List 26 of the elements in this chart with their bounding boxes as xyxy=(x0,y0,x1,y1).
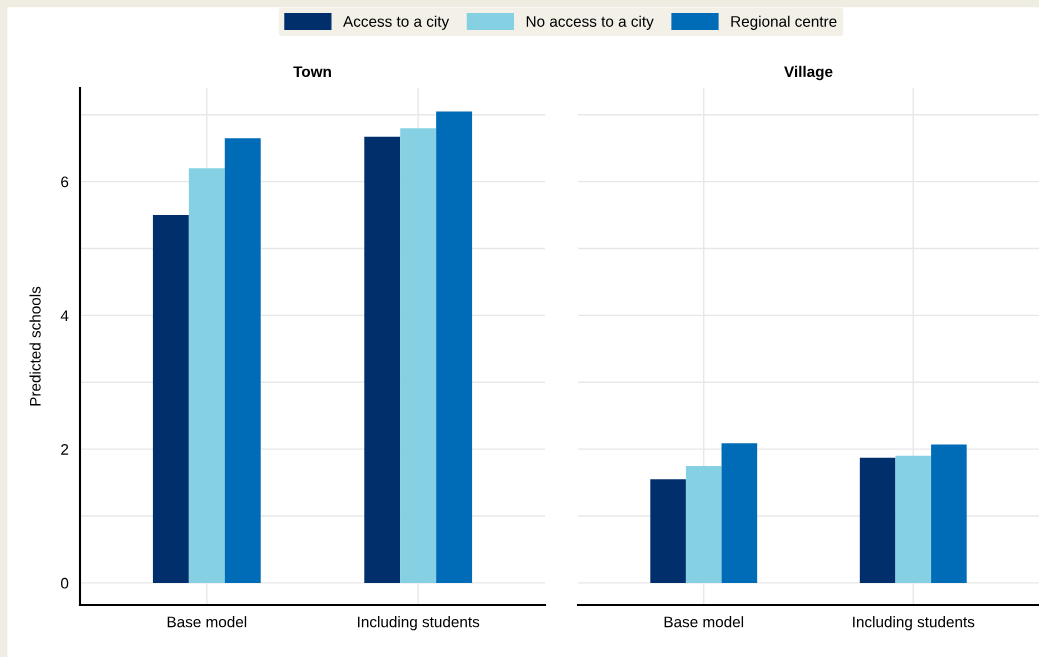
bar xyxy=(931,444,967,583)
bar xyxy=(650,479,686,583)
y-tick-label: 4 xyxy=(60,310,69,321)
bar xyxy=(685,465,722,583)
chart-title: Village xyxy=(784,65,833,81)
bar xyxy=(188,168,225,583)
bar xyxy=(721,443,758,583)
bar xyxy=(400,128,437,583)
x-tick-label: Base model xyxy=(664,616,744,628)
legend-label: No access to a city xyxy=(526,15,654,30)
bar xyxy=(364,136,401,583)
bar xyxy=(152,215,189,583)
chart-title: Town xyxy=(293,66,331,78)
y-axis-title: Predicted schools xyxy=(29,286,41,406)
legend-label: Access to a city xyxy=(343,15,450,30)
bar xyxy=(859,457,896,583)
bar xyxy=(436,111,473,583)
x-tick-label: Including students xyxy=(358,616,480,631)
bar xyxy=(224,138,261,583)
y-tick-label: 0 xyxy=(60,577,69,589)
bar xyxy=(895,455,932,583)
x-tick-label: Including students xyxy=(853,616,975,631)
y-tick-label: 2 xyxy=(61,444,69,455)
y-tick-label: 6 xyxy=(61,176,69,188)
x-tick-label: Base model xyxy=(167,616,247,628)
legend-label: Regional centre xyxy=(731,15,837,30)
